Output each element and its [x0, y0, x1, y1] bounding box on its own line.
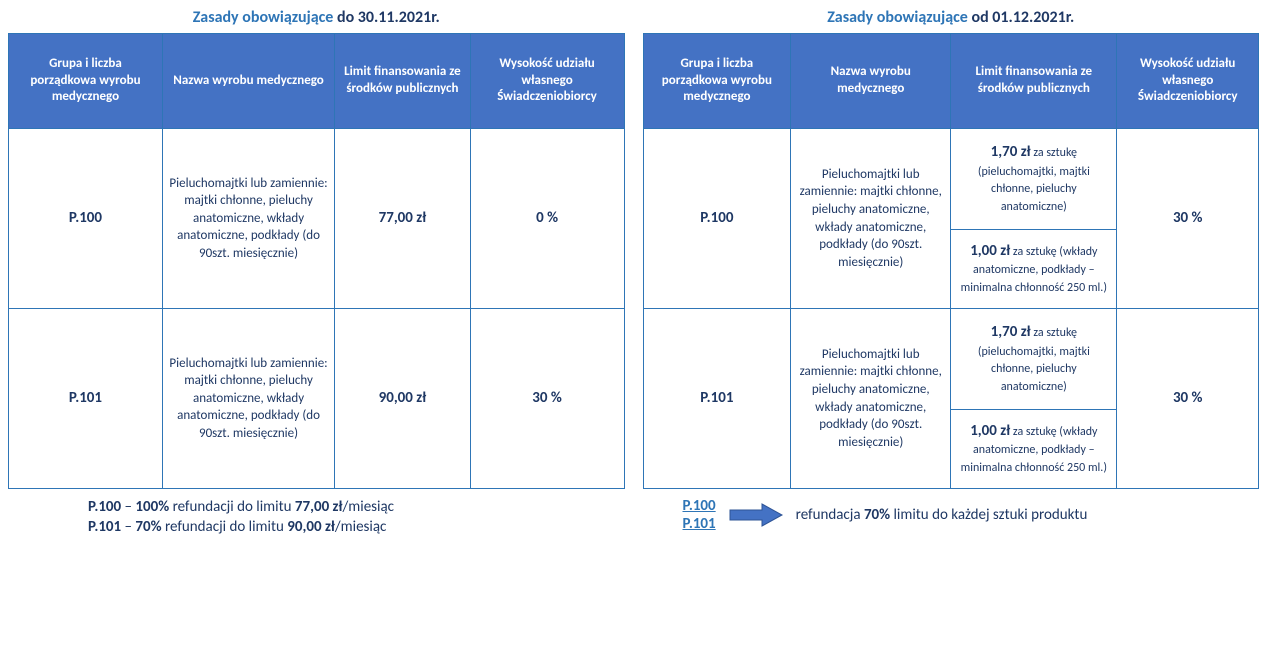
right-r0-code: P.100 [643, 129, 791, 309]
right-title: Zasady obowiązujące od 01.12.2021r. [643, 8, 1260, 27]
left-r1-pct: 30 % [470, 309, 624, 489]
footer-code-p101: P.101 [683, 515, 716, 533]
right-r0-pct: 30 % [1117, 129, 1259, 309]
left-r0-pct: 0 % [470, 129, 624, 309]
left-title-suffix: do 30.11.2021r. [337, 8, 440, 27]
right-r1-code: P.101 [643, 309, 791, 489]
right-footer-text: refundacja 70% limitu do każdej sztuki p… [796, 506, 1088, 524]
left-panel: Zasady obowiązujące do 30.11.2021r. Grup… [8, 8, 625, 538]
left-r1-desc: Pieluchomajtki lub zamiennie: majtki chł… [162, 309, 334, 489]
left-r0-limit: 77,00 zł [335, 129, 470, 309]
right-r1-limit-a: 1,70 zł za sztukę (pieluchomajtki, majtk… [951, 309, 1117, 410]
right-r0-limit-b: 1,00 zł za sztukę (wkłady anatomiczne, p… [951, 229, 1117, 308]
left-th-3: Wysokość udziału własnego Świadczeniobio… [470, 34, 624, 129]
left-title-prefix: Zasady obowiązujące [193, 8, 337, 27]
left-r1-code: P.101 [9, 309, 163, 489]
left-footer-line2: P.101 – 70% refundacji do limitu 90,00 z… [88, 517, 625, 537]
left-r0-code: P.100 [9, 129, 163, 309]
table-row: P.100 Pieluchomajtki lub zamiennie: majt… [9, 129, 625, 309]
right-footer: P.100 P.101 refundacja 70% limitu do każ… [643, 497, 1260, 533]
left-table: Grupa i liczba porządkowa wyrobu medyczn… [8, 33, 625, 489]
footer-code: P.101 [88, 518, 121, 536]
table-row: P.101 Pieluchomajtki lub zamiennie: majt… [643, 309, 1259, 410]
left-footer-line1: P.100 – 100% refundacji do limitu 77,00 … [88, 497, 625, 517]
table-row: P.101 Pieluchomajtki lub zamiennie: majt… [9, 309, 625, 489]
table-row: P.100 Pieluchomajtki lub zamiennie: majt… [643, 129, 1259, 230]
left-th-2: Limit finansowania ze środków publicznyc… [335, 34, 470, 129]
right-r0-limit-a: 1,70 zł za sztukę (pieluchomajtki, majtk… [951, 129, 1117, 230]
right-th-2: Limit finansowania ze środków publicznyc… [951, 34, 1117, 129]
right-title-suffix: od 01.12.2021r. [971, 8, 1074, 27]
left-r1-limit: 90,00 zł [335, 309, 470, 489]
right-r1-pct: 30 % [1117, 309, 1259, 489]
left-th-0: Grupa i liczba porządkowa wyrobu medyczn… [9, 34, 163, 129]
arrow-right-icon [728, 501, 784, 529]
right-title-prefix: Zasady obowiązujące [827, 8, 971, 27]
footer-code: P.100 [88, 498, 121, 516]
right-table: Grupa i liczba porządkowa wyrobu medyczn… [643, 33, 1260, 489]
right-th-3: Wysokość udziału własnego Świadczeniobio… [1117, 34, 1259, 129]
right-r0-desc: Pieluchomajtki lub zamiennie: majtki chł… [791, 129, 951, 309]
left-footer: P.100 – 100% refundacji do limitu 77,00 … [8, 497, 625, 538]
right-th-0: Grupa i liczba porządkowa wyrobu medyczn… [643, 34, 791, 129]
left-r0-desc: Pieluchomajtki lub zamiennie: majtki chł… [162, 129, 334, 309]
footer-code-p100: P.100 [683, 497, 716, 515]
left-title: Zasady obowiązujące do 30.11.2021r. [8, 8, 625, 27]
right-th-1: Nazwa wyrobu medycznego [791, 34, 951, 129]
right-r1-desc: Pieluchomajtki lub zamiennie: majtki chł… [791, 309, 951, 489]
right-panel: Zasady obowiązujące od 01.12.2021r. Grup… [643, 8, 1260, 538]
footer-codes: P.100 P.101 [683, 497, 716, 533]
left-th-1: Nazwa wyrobu medycznego [162, 34, 334, 129]
right-r1-limit-b: 1,00 zł za sztukę (wkłady anatomiczne, p… [951, 409, 1117, 488]
